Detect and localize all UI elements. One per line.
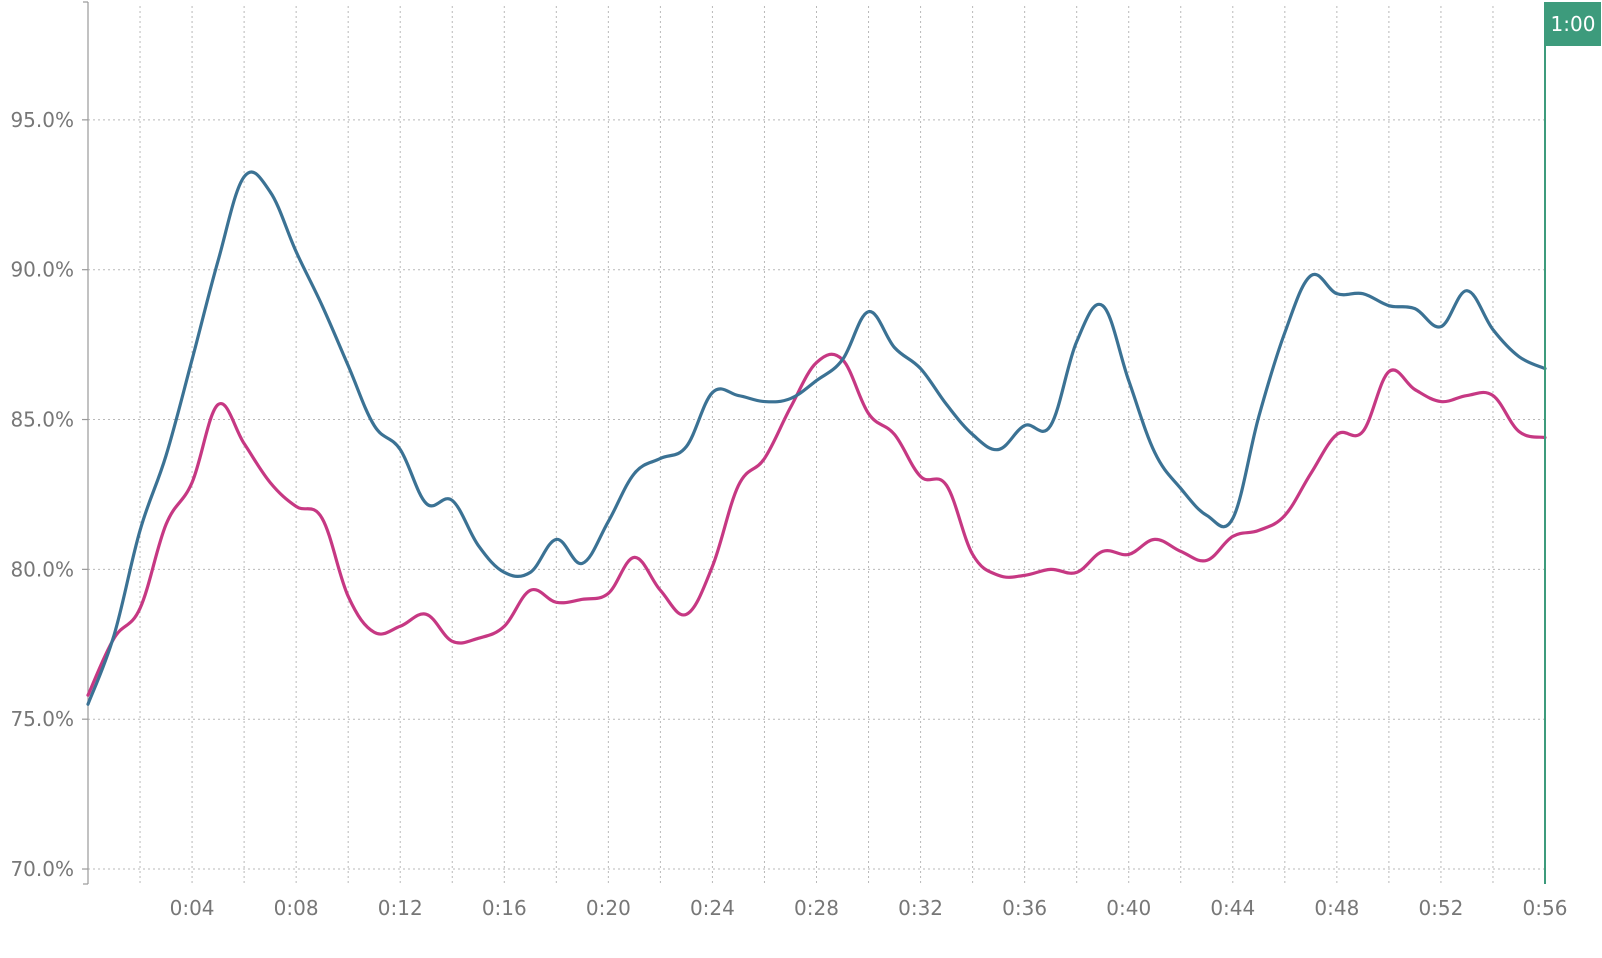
- y-tick-label: 95.0%: [10, 108, 74, 132]
- series-line-magenta: [86, 352, 1547, 697]
- series-line-blue: [86, 170, 1547, 706]
- y-tick-label: 75.0%: [10, 707, 74, 731]
- y-tick-label: 85.0%: [10, 408, 74, 432]
- y-tick-label: 90.0%: [10, 258, 74, 282]
- x-tick-label: 0:04: [170, 896, 215, 920]
- x-tick-label: 0:12: [378, 896, 423, 920]
- tick-labels: 70.0% 75.0% 80.0% 85.0% 90.0% 95.0% 0:04 0:08 0:…: [10, 108, 1567, 920]
- time-marker-badge: [1545, 2, 1601, 46]
- time-marker-label: 1:00: [1551, 12, 1596, 36]
- x-tick-label: 0:52: [1418, 896, 1463, 920]
- x-tick-label: 0:32: [898, 896, 943, 920]
- time-marker: 1:00: [1544, 2, 1601, 884]
- x-tick-label: 0:44: [1210, 896, 1255, 920]
- x-tick-label: 0:40: [1106, 896, 1151, 920]
- grid: [88, 6, 1546, 884]
- x-tick-label: 0:24: [690, 896, 735, 920]
- x-tick-label: 0:28: [794, 896, 839, 920]
- y-tick-label: 80.0%: [10, 557, 74, 581]
- y-tick-label: 70.0%: [10, 857, 74, 881]
- x-tick-label: 0:36: [1002, 896, 1047, 920]
- x-tick-label: 0:16: [482, 896, 527, 920]
- x-tick-label: 0:20: [586, 896, 631, 920]
- x-tick-label: 0:08: [274, 896, 319, 920]
- series-lines: [86, 170, 1547, 706]
- x-tick-label: 0:56: [1523, 896, 1568, 920]
- x-tick-label: 0:48: [1314, 896, 1359, 920]
- axes: [82, 1, 89, 885]
